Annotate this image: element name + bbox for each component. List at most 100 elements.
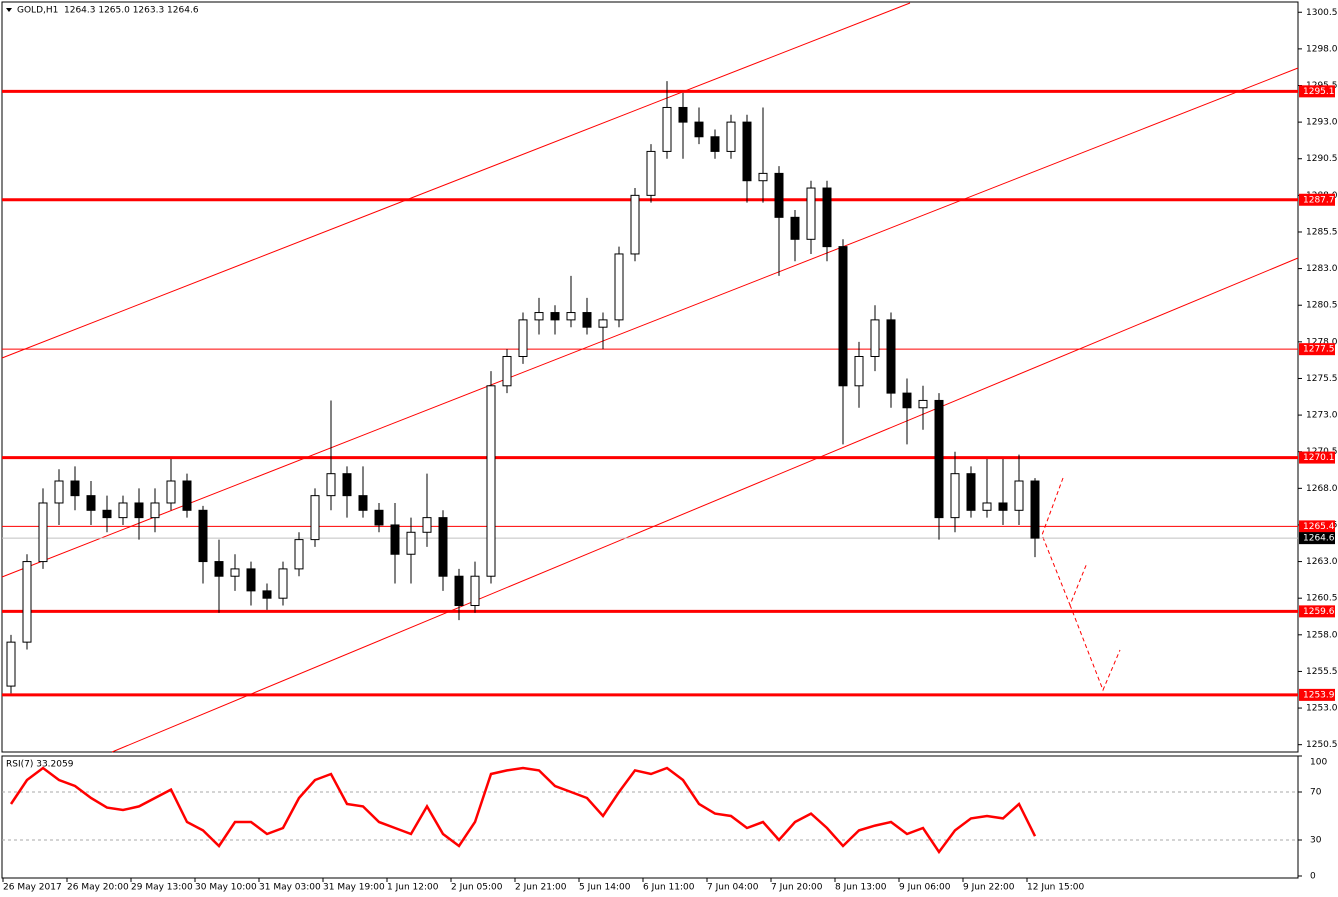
- level-box: [1299, 532, 1335, 545]
- x-tick-label: 26 May 2017: [3, 883, 62, 893]
- level-label: 1259.6: [1303, 607, 1335, 617]
- candle-body: [438, 517, 448, 577]
- level-label: 1270.1: [1303, 453, 1335, 463]
- y-tick-label: 1258.0: [1306, 630, 1338, 640]
- level-box: [1299, 688, 1335, 701]
- level-label: 1253.9: [1303, 690, 1335, 700]
- rsi-tick-label: 0: [1310, 872, 1316, 882]
- ohlc: 1264.3 1265.0 1263.3 1264.6: [64, 6, 199, 16]
- x-tick-label: 8 Jun 13:00: [835, 883, 887, 893]
- candle-body: [6, 641, 16, 687]
- channel-line: [1, 2, 911, 359]
- candle-body: [38, 502, 48, 563]
- y-tick-label: 1255.5: [1306, 667, 1338, 677]
- rsi-frame: [1, 755, 1299, 879]
- candle-body: [310, 495, 320, 541]
- candle-body: [646, 150, 656, 196]
- candle-body: [102, 509, 112, 519]
- symbol: GOLD,H1: [17, 6, 58, 16]
- candle-body: [902, 392, 912, 409]
- candle-body: [1014, 480, 1024, 511]
- candle-body: [982, 502, 992, 511]
- x-tick-label: 26 May 20:00: [67, 883, 129, 893]
- rsi-tick-label: 100: [1310, 758, 1327, 768]
- y-tick-label: 1278.0: [1306, 337, 1338, 347]
- candle-body: [758, 172, 768, 182]
- candle-body: [134, 502, 144, 519]
- y-tick-label: 1285.5: [1306, 227, 1338, 237]
- level-box: [1299, 605, 1335, 618]
- level-label: 1265.4: [1303, 522, 1335, 532]
- x-tick-label: 29 May 13:00: [131, 883, 193, 893]
- y-tick-label: 1268.0: [1306, 484, 1338, 494]
- forecast-path: [1069, 604, 1121, 692]
- y-tick-label: 1290.5: [1306, 154, 1338, 164]
- level-label: 1264.6: [1303, 534, 1335, 544]
- candle-body: [870, 319, 880, 357]
- y-tick-label: 1293.0: [1306, 118, 1338, 128]
- rsi-tick-label: 70: [1310, 788, 1322, 798]
- level-label: 1295.1: [1303, 87, 1335, 97]
- candle-body: [774, 172, 784, 218]
- candle-body: [86, 495, 96, 511]
- candle-body: [294, 539, 304, 570]
- x-tick-label: 30 May 10:00: [195, 883, 257, 893]
- x-tick-label: 9 Jun 22:00: [963, 883, 1015, 893]
- x-tick-label: 5 Jun 14:00: [579, 883, 631, 893]
- y-tick-label: 1250.5: [1306, 740, 1338, 750]
- y-tick-label: 1275.5: [1306, 374, 1338, 384]
- candle-body: [566, 312, 576, 321]
- candle-body: [630, 194, 640, 255]
- candle-body: [950, 473, 960, 519]
- candle-body: [502, 355, 512, 387]
- candle-body: [614, 253, 624, 321]
- x-tick-label: 7 Jun 20:00: [771, 883, 823, 893]
- x-tick-label: 31 May 03:00: [259, 883, 321, 893]
- x-tick-label: 2 Jun 05:00: [451, 883, 503, 893]
- level-box: [1299, 343, 1335, 356]
- candle-body: [278, 568, 288, 599]
- candle-body: [934, 399, 944, 519]
- candle-body: [998, 502, 1008, 511]
- candle-body: [326, 473, 336, 497]
- candle-body: [582, 312, 592, 328]
- candle-body: [390, 524, 400, 555]
- candle-body: [358, 495, 368, 511]
- forecast-path: [1041, 477, 1088, 607]
- menu-arrow[interactable]: [6, 8, 12, 12]
- candle-body: [886, 319, 896, 394]
- candle-body: [822, 187, 832, 248]
- candle-body: [678, 106, 688, 123]
- candle-body: [374, 509, 384, 526]
- candle-body: [486, 385, 496, 577]
- trendlines: [1, 2, 1299, 753]
- candle-body: [710, 136, 720, 152]
- candle-body: [230, 568, 240, 577]
- x-tick-label: 31 May 19:00: [323, 883, 385, 893]
- channel-line: [1, 67, 1299, 578]
- candle-body: [550, 312, 560, 321]
- candle-body: [118, 502, 128, 519]
- candle-body: [182, 480, 192, 511]
- rsi-title: RSI(7) 33.2059: [6, 760, 74, 770]
- x-tick-label: 6 Jun 11:00: [643, 883, 695, 893]
- candle-body: [662, 106, 672, 152]
- candle-body: [198, 509, 208, 563]
- y-tick-label: 1280.5: [1306, 301, 1338, 311]
- level-box: [1299, 85, 1335, 98]
- rsi-line: [9, 766, 1037, 855]
- candle-body: [214, 561, 224, 577]
- candle-body: [966, 473, 976, 511]
- candle-body: [918, 399, 928, 409]
- x-tick-label: 1 Jun 12:00: [387, 883, 439, 893]
- candle-body: [726, 121, 736, 152]
- candle-body: [262, 590, 272, 599]
- candle-body: [70, 480, 80, 497]
- candle-body: [54, 480, 64, 504]
- rsi-tick-label: 30: [1310, 836, 1322, 846]
- candle-body: [790, 216, 800, 240]
- x-tick-label: 9 Jun 06:00: [899, 883, 951, 893]
- x-tick-label: 2 Jun 21:00: [515, 883, 567, 893]
